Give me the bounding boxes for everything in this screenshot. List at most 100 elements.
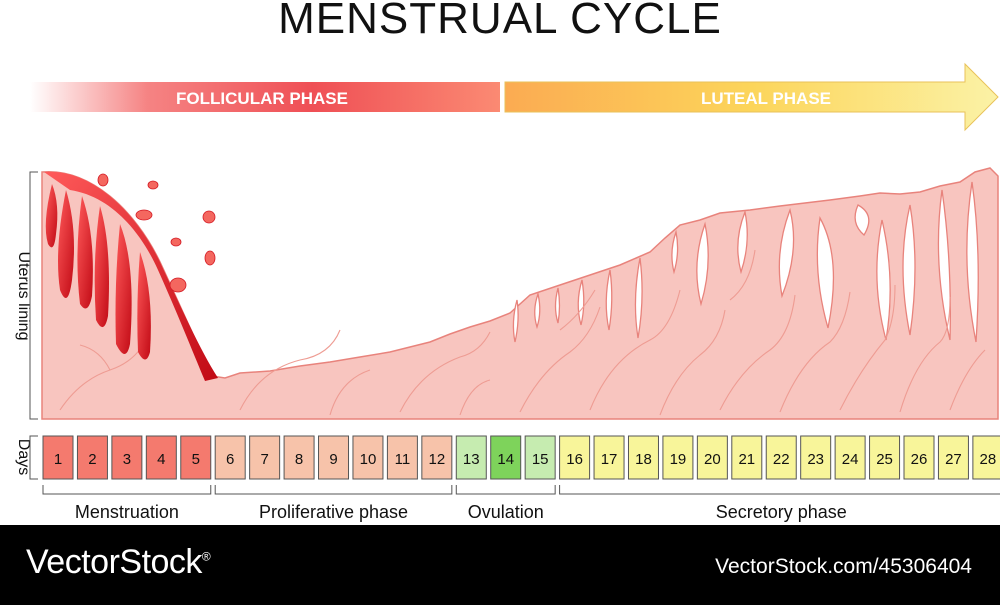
day-box: 14 xyxy=(490,435,522,480)
day-box: 1 xyxy=(42,435,74,480)
day-boxes: 1 2 3 4 5 6 7 8 9 10 11 12 13 14 15 16 17 18 19 20 21 22 23 24 2… xyxy=(42,435,1000,480)
stage-brackets: Menstruation Proliferative phase Ovulation… xyxy=(42,485,1000,522)
day-number: 2 xyxy=(88,451,96,468)
day-box-fill xyxy=(249,435,281,480)
follicular-arrow-bar xyxy=(30,82,500,112)
day-number: 12 xyxy=(428,451,445,468)
day-box: 3 xyxy=(111,435,143,480)
day-box-fill xyxy=(352,435,384,480)
stage-bracket xyxy=(559,485,1000,495)
stage-label: Menstruation xyxy=(75,502,179,522)
day-box: 9 xyxy=(318,435,350,480)
day-box-fill xyxy=(214,435,246,480)
day-box: 18 xyxy=(627,435,659,480)
day-number: 22 xyxy=(773,451,790,468)
day-box-fill xyxy=(283,435,315,480)
day-box: 6 xyxy=(214,435,246,480)
day-box: 5 xyxy=(180,435,212,480)
day-box-fill xyxy=(731,435,763,480)
menstrual-blood xyxy=(44,171,218,381)
uterus-lining xyxy=(41,167,999,420)
day-number: 4 xyxy=(157,451,165,468)
image-url: VectorStock.com/45306404 xyxy=(715,555,972,578)
day-box: 13 xyxy=(455,435,487,480)
day-box: 2 xyxy=(76,435,108,480)
day-number: 10 xyxy=(360,451,377,468)
day-number: 1 xyxy=(54,451,62,468)
day-number: 6 xyxy=(226,451,234,468)
day-box-fill xyxy=(972,435,1000,480)
day-box: 15 xyxy=(524,435,556,480)
day-box-fill xyxy=(490,435,522,480)
cycle-diagram: FOLLICULAR PHASE LUTEAL PHASE Uterus lin… xyxy=(15,62,1000,522)
day-box-fill xyxy=(627,435,659,480)
uterus-lining-bracket xyxy=(29,171,38,420)
day-box-fill xyxy=(111,435,143,480)
day-box: 7 xyxy=(249,435,281,480)
day-box-fill xyxy=(524,435,556,480)
follicular-phase-label: FOLLICULAR PHASE xyxy=(176,89,348,108)
day-box-fill xyxy=(765,435,797,480)
stage-bracket xyxy=(455,485,556,495)
stage-label: Secretory phase xyxy=(716,502,847,522)
day-box-fill xyxy=(696,435,728,480)
day-number: 15 xyxy=(532,451,549,468)
days-axis-label: Days xyxy=(15,439,32,475)
day-box-fill xyxy=(180,435,212,480)
day-box-fill xyxy=(869,435,901,480)
day-box: 16 xyxy=(559,435,591,480)
day-number: 11 xyxy=(395,451,411,468)
day-box: 10 xyxy=(352,435,384,480)
day-number: 21 xyxy=(738,451,755,468)
day-box: 28 xyxy=(972,435,1000,480)
day-box: 4 xyxy=(145,435,177,480)
day-box-fill xyxy=(559,435,591,480)
day-box: 17 xyxy=(593,435,625,480)
luteal-arrow-body xyxy=(504,62,999,132)
day-box-fill xyxy=(455,435,487,480)
day-box: 21 xyxy=(731,435,763,480)
day-number: 5 xyxy=(192,451,200,468)
day-number: 16 xyxy=(566,451,583,468)
day-box-fill xyxy=(318,435,350,480)
watermark-footer: VectorStock® VectorStock.com/45306404 xyxy=(0,525,1000,605)
uterus-lining-label: Uterus lining xyxy=(15,252,32,341)
page-title: MENSTRUAL CYCLE xyxy=(278,0,722,43)
day-box-fill xyxy=(145,435,177,480)
day-box-fill xyxy=(386,435,418,480)
day-number: 19 xyxy=(670,451,687,468)
day-number: 3 xyxy=(123,451,131,468)
day-number: 18 xyxy=(635,451,652,468)
brand-logo: VectorStock® xyxy=(26,543,211,581)
phase-arrow: FOLLICULAR PHASE LUTEAL PHASE xyxy=(30,62,999,132)
day-box: 12 xyxy=(421,435,453,480)
day-number: 14 xyxy=(497,451,514,468)
day-box-fill xyxy=(76,435,108,480)
day-number: 20 xyxy=(704,451,721,468)
day-box: 8 xyxy=(283,435,315,480)
day-box: 25 xyxy=(869,435,901,480)
blood-drops xyxy=(97,173,216,293)
day-number: 23 xyxy=(807,451,824,468)
day-number: 13 xyxy=(463,451,480,468)
stage-label: Ovulation xyxy=(468,502,544,522)
day-number: 27 xyxy=(945,451,962,468)
day-box: 22 xyxy=(765,435,797,480)
day-number: 8 xyxy=(295,451,303,468)
day-number: 26 xyxy=(911,451,928,468)
day-box-fill xyxy=(800,435,832,480)
day-box-fill xyxy=(421,435,453,480)
day-box: 19 xyxy=(662,435,694,480)
day-box: 11 xyxy=(386,435,418,480)
day-box: 20 xyxy=(696,435,728,480)
lining-shape xyxy=(41,167,999,420)
day-number: 28 xyxy=(980,451,997,468)
luteal-phase-label: LUTEAL PHASE xyxy=(701,89,831,108)
day-number: 24 xyxy=(842,451,859,468)
day-box-fill xyxy=(834,435,866,480)
day-box-fill xyxy=(593,435,625,480)
days-bracket xyxy=(29,435,38,480)
day-box: 24 xyxy=(834,435,866,480)
day-box-fill xyxy=(662,435,694,480)
day-box-fill xyxy=(937,435,969,480)
